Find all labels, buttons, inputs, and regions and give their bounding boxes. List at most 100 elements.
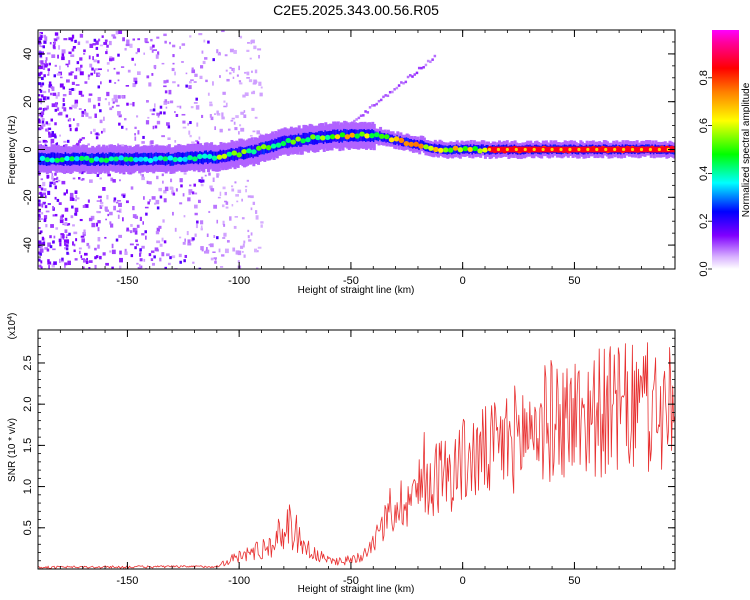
noise-cell <box>91 222 96 228</box>
noise-cell <box>103 116 105 121</box>
noise-cell <box>122 217 124 222</box>
noise-cell <box>97 220 101 224</box>
noise-cell <box>54 196 57 200</box>
streak-cell <box>353 119 356 123</box>
noise-cell <box>74 99 79 105</box>
noise-cell <box>54 64 57 67</box>
noise-cell <box>116 71 120 75</box>
noise-cell <box>209 113 212 118</box>
noise-cell <box>38 98 43 102</box>
ridge-bright-cell <box>206 153 213 160</box>
noise-cell <box>75 103 78 107</box>
streak-cell <box>357 116 361 120</box>
noise-cell <box>189 35 192 38</box>
noise-cell <box>179 105 182 109</box>
noise-cell <box>259 92 263 97</box>
noise-cell <box>54 108 58 112</box>
snr-y-tick-label: 2.0 <box>22 397 34 412</box>
noise-cell <box>41 236 45 241</box>
noise-cell <box>109 221 112 225</box>
noise-cell <box>97 96 101 102</box>
noise-cell <box>84 81 88 84</box>
noise-cell <box>205 79 208 83</box>
noise-cell <box>169 41 171 45</box>
noise-cell <box>250 207 253 211</box>
streak-cell <box>400 81 403 84</box>
noise-cell <box>141 233 145 236</box>
noise-cell <box>114 99 118 103</box>
noise-cell <box>54 32 59 36</box>
noise-cell <box>240 127 245 132</box>
noise-cell <box>202 60 206 65</box>
noise-cell <box>164 266 167 269</box>
noise-cell <box>241 217 245 220</box>
ridge-core-cell <box>283 135 287 148</box>
noise-cell <box>256 267 259 269</box>
noise-cell <box>65 244 69 247</box>
noise-cell <box>76 197 80 200</box>
noise-cell <box>118 114 122 118</box>
streak-cell <box>386 94 390 98</box>
noise-cell <box>59 76 63 79</box>
noise-cell <box>119 250 122 255</box>
noise-cell <box>257 48 262 51</box>
noise-cell <box>117 95 121 99</box>
noise-cell <box>40 83 43 88</box>
noise-cell <box>208 172 211 176</box>
noise-cell <box>56 36 60 40</box>
noise-cell <box>59 134 61 137</box>
noise-cell <box>209 243 214 248</box>
ridge-core-cell <box>308 131 312 144</box>
noise-cell <box>70 215 74 219</box>
noise-cell <box>38 36 42 40</box>
noise-cell <box>40 100 43 105</box>
noise-cell <box>219 128 223 133</box>
noise-cell <box>107 69 109 72</box>
noise-cell <box>151 262 155 266</box>
noise-cell <box>48 84 53 88</box>
spectrogram-y-ticks: -40 -20 0 20 40 <box>22 29 675 270</box>
noise-cell <box>104 206 108 211</box>
noise-cell <box>107 213 109 217</box>
noise-cell <box>135 239 138 243</box>
colorbar-tick-label: 0.8 <box>698 70 710 85</box>
noise-cell <box>100 204 104 207</box>
noise-cell <box>100 81 102 85</box>
ridge-bright-cell <box>128 156 134 162</box>
noise-cell <box>237 250 242 256</box>
noise-cell <box>48 81 52 85</box>
noise-cell <box>61 214 64 218</box>
noise-cell <box>58 45 61 50</box>
noise-cell <box>59 215 63 220</box>
noise-cell <box>155 199 160 205</box>
noise-cell <box>246 49 250 52</box>
noise-cell <box>244 92 249 97</box>
noise-cell <box>106 91 110 97</box>
noise-cell <box>79 71 84 76</box>
noise-cell <box>81 178 85 181</box>
noise-cell <box>188 189 193 193</box>
noise-cell <box>232 68 235 73</box>
noise-cell <box>72 118 75 121</box>
noise-cell <box>97 102 101 107</box>
noise-cell <box>137 48 140 53</box>
noise-cell <box>47 242 51 247</box>
noise-cell <box>231 117 235 120</box>
noise-cell <box>96 72 100 77</box>
noise-cell <box>246 77 250 79</box>
noise-cell <box>130 224 133 227</box>
ridge-peak-dot <box>505 147 509 152</box>
noise-cell <box>134 246 137 250</box>
noise-cell <box>39 191 42 195</box>
snr-scale-exp: 4 <box>7 316 14 320</box>
noise-cell <box>139 216 143 222</box>
noise-cell <box>174 227 177 232</box>
streak-cell <box>429 60 432 64</box>
noise-cell <box>204 250 208 254</box>
noise-cell <box>216 49 219 54</box>
noise-cell <box>97 236 101 242</box>
noise-cell <box>254 80 258 83</box>
ridge-bright-cell <box>413 141 419 147</box>
noise-cell <box>44 143 47 147</box>
